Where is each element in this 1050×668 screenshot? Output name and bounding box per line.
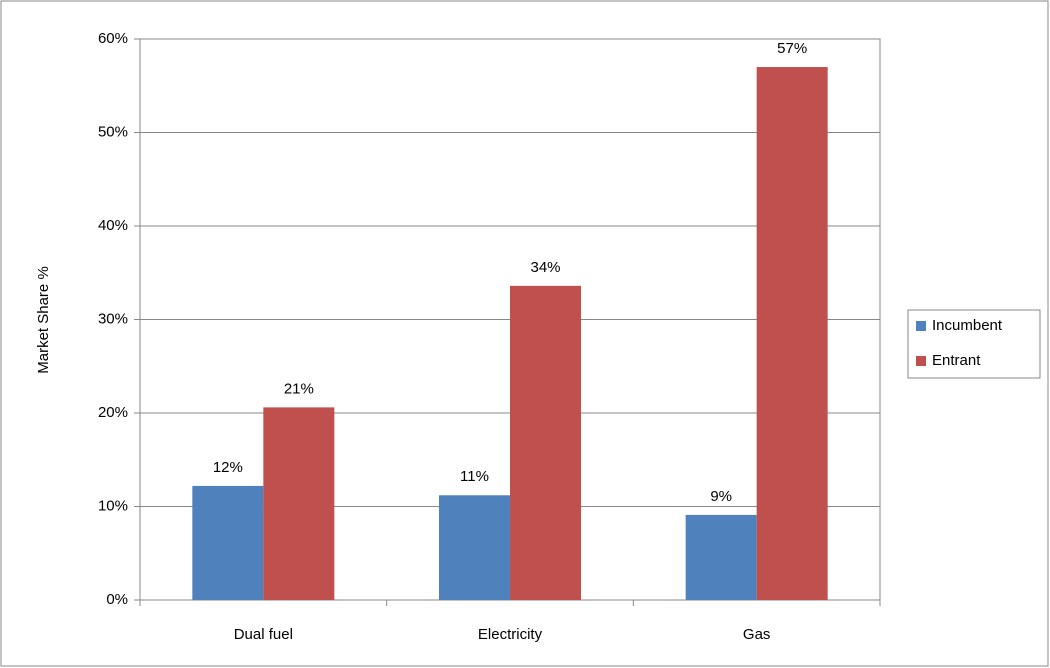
value-label: 21%	[284, 380, 314, 397]
legend-swatch	[916, 321, 926, 331]
y-tick-label: 40%	[98, 217, 128, 234]
y-tick-label: 30%	[98, 310, 128, 327]
value-label: 12%	[213, 459, 243, 476]
legend-label: Incumbent	[932, 317, 1003, 334]
y-tick-label: 50%	[98, 123, 128, 140]
x-tick-label: Gas	[743, 626, 771, 643]
x-tick-label: Electricity	[478, 626, 543, 643]
x-tick-label: Dual fuel	[234, 626, 293, 643]
value-label: 11%	[460, 468, 489, 485]
bar	[685, 514, 757, 600]
value-label: 34%	[530, 259, 560, 276]
y-tick-label: 10%	[98, 497, 128, 514]
bar	[439, 495, 510, 600]
value-label: 57%	[777, 40, 807, 57]
y-tick-label: 20%	[98, 404, 128, 421]
legend-box	[907, 309, 1041, 379]
y-tick-label: 0%	[106, 591, 128, 608]
legend-label: Entrant	[932, 352, 981, 369]
y-axis-label: Market Share %	[35, 266, 52, 374]
bar	[263, 407, 335, 600]
y-tick-label: 60%	[98, 30, 128, 47]
legend-swatch	[916, 356, 926, 366]
bar	[756, 67, 828, 601]
bar	[510, 285, 581, 600]
value-label: 9%	[710, 488, 732, 505]
bar	[192, 485, 264, 600]
